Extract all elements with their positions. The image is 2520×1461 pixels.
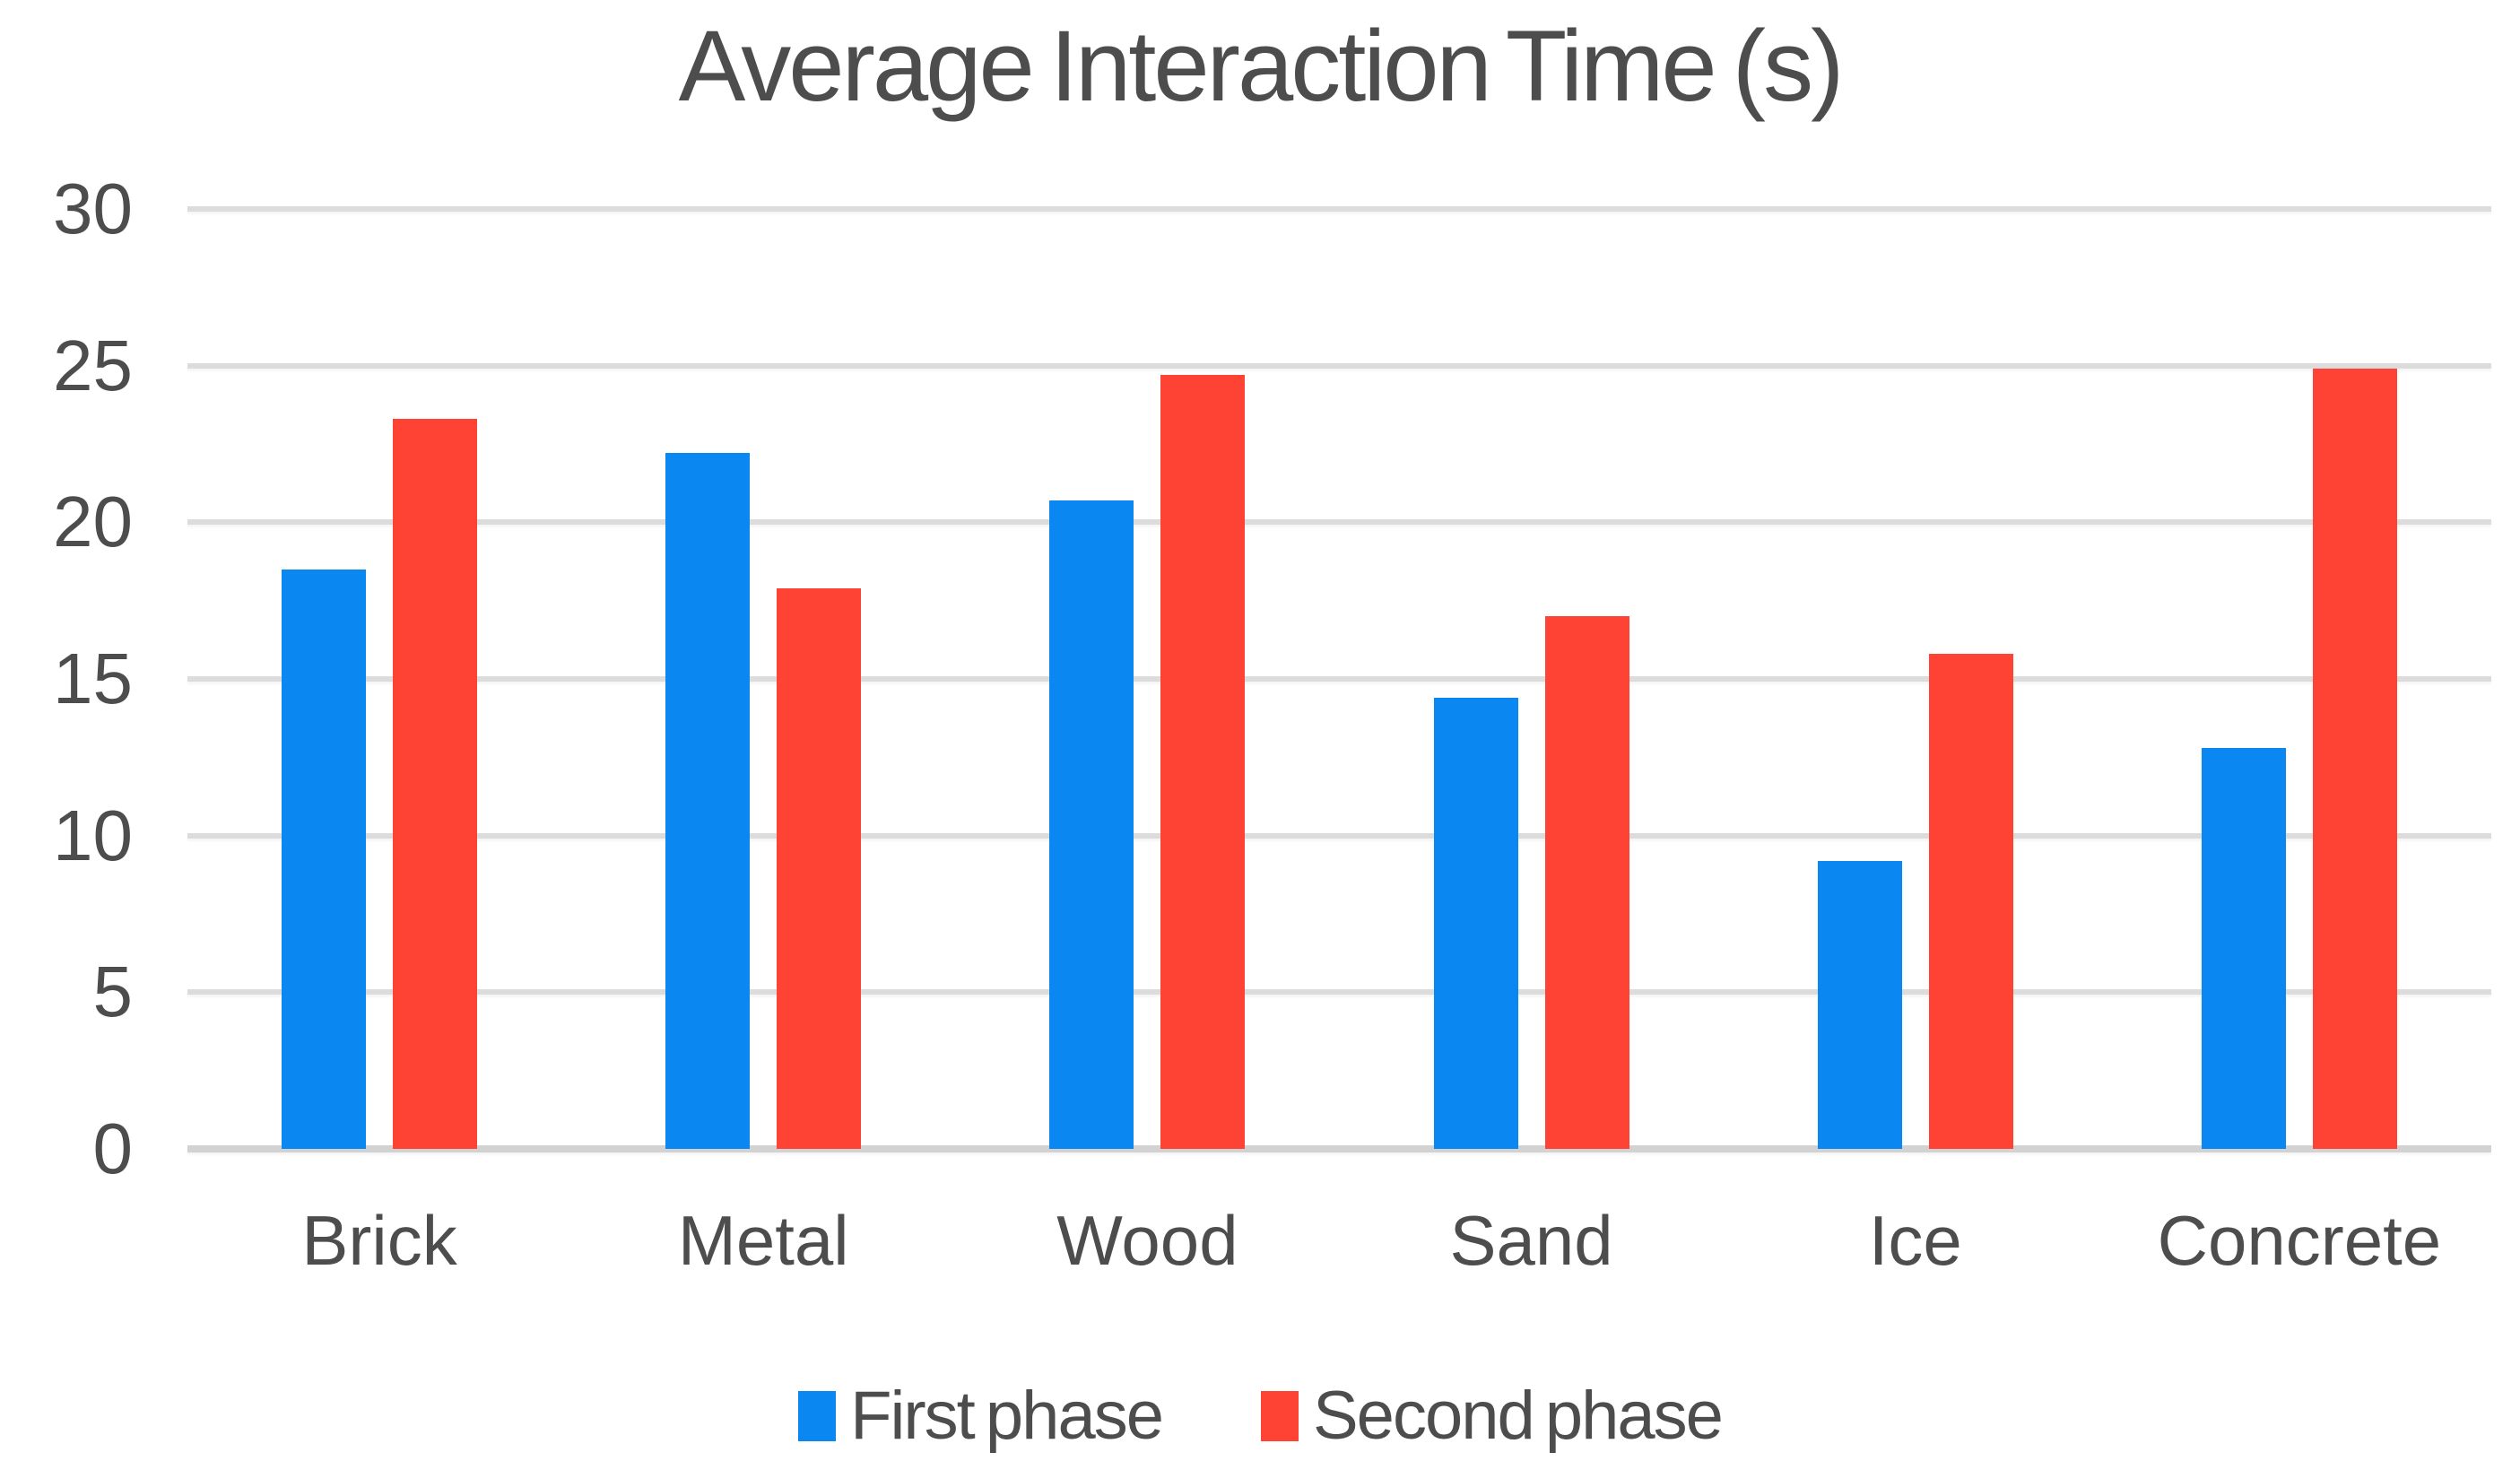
- gridline: [187, 206, 2491, 212]
- legend-item-second-phase: Second phase: [1260, 1376, 1724, 1457]
- bar-second-phase-sand: [1544, 616, 1629, 1149]
- bar-second-phase-metal: [777, 587, 862, 1149]
- bar-first-phase-brick: [282, 569, 367, 1149]
- x-category-label: Brick: [301, 1201, 457, 1280]
- bar-first-phase-ice: [1817, 860, 1902, 1149]
- legend: First phase Second phase: [0, 1376, 2520, 1457]
- x-axis-line: [187, 1145, 2491, 1152]
- x-category-label: Metal: [677, 1201, 849, 1280]
- y-tick-label: 5: [92, 952, 134, 1032]
- y-tick-label: 25: [53, 325, 133, 405]
- y-tick-label: 0: [92, 1109, 134, 1188]
- legend-label: Second phase: [1312, 1378, 1724, 1454]
- legend-label: First phase: [850, 1378, 1164, 1454]
- x-category-label: Wood: [1056, 1201, 1238, 1280]
- bar-second-phase-brick: [393, 419, 478, 1149]
- gridline: [187, 832, 2491, 839]
- y-tick-label: 15: [53, 639, 133, 718]
- x-category-label: Sand: [1449, 1201, 1613, 1280]
- legend-item-first-phase: First phase: [798, 1376, 1164, 1457]
- gridline: [187, 362, 2491, 369]
- bar-first-phase-sand: [1433, 697, 1518, 1149]
- bar-second-phase-concrete: [2312, 369, 2397, 1149]
- gridline: [187, 676, 2491, 682]
- plot-area: [187, 206, 2491, 1152]
- bar-second-phase-ice: [1928, 654, 2013, 1149]
- y-tick-label: 10: [53, 795, 133, 875]
- gridline: [187, 989, 2491, 996]
- chart-title: Average Interaction Time (s): [678, 10, 1845, 122]
- y-tick-label: 30: [53, 169, 133, 248]
- legend-swatch-first-phase: [798, 1391, 837, 1441]
- bar-first-phase-metal: [665, 453, 751, 1149]
- y-tick-label: 20: [53, 482, 133, 562]
- bar-second-phase-wood: [1160, 375, 1246, 1149]
- x-category-label: Concrete: [2157, 1201, 2442, 1280]
- legend-swatch-second-phase: [1260, 1391, 1299, 1441]
- x-category-label: Ice: [1868, 1201, 1962, 1280]
- bar-first-phase-wood: [1049, 500, 1134, 1149]
- gridline: [187, 519, 2491, 526]
- bar-first-phase-concrete: [2201, 747, 2286, 1149]
